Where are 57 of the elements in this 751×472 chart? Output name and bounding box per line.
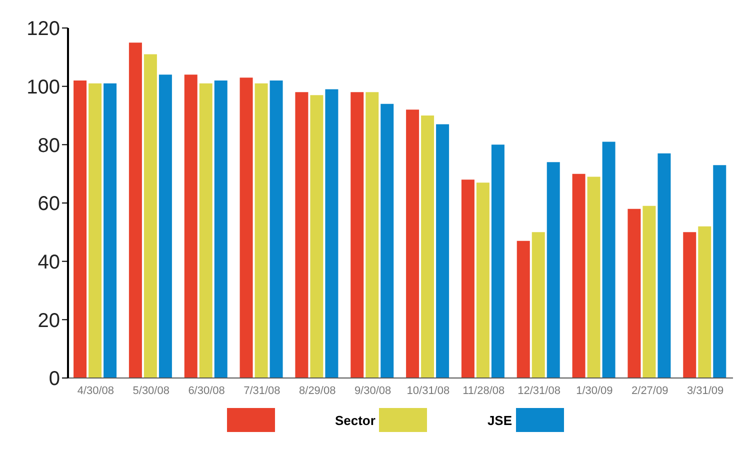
bar [104,83,117,378]
bar [214,80,228,378]
bar [88,83,102,378]
legend-label: Sector [334,412,376,428]
bar [144,54,157,378]
x-tick-label: 11/28/08 [462,384,505,397]
y-tick-label: 60 [38,193,60,216]
bar [184,74,198,378]
bar [421,116,434,378]
bar [380,104,394,378]
bar [128,42,142,378]
x-tick-label: 7/31/08 [244,384,280,397]
bar [642,206,656,378]
bar [587,176,600,378]
x-tick-label: 10/31/08 [406,384,450,397]
bar [310,95,324,378]
x-tick-label: 5/30/08 [132,384,170,397]
bar [254,83,268,378]
bar [658,153,671,378]
bar [476,182,490,378]
y-tick-label: 20 [38,310,60,332]
y-tick-label: 40 [38,251,60,274]
bar [628,208,641,378]
bar [350,92,364,378]
x-tick-label: 12/31/08 [518,384,560,397]
legend-label: JSE [487,412,512,428]
bar [270,80,283,378]
bar [713,165,726,378]
bar [366,92,379,378]
bar [546,162,560,378]
bar [698,226,712,378]
x-tick-label: 6/30/08 [188,384,225,397]
bar [406,110,420,378]
bar [572,174,586,378]
bar [516,240,530,378]
x-tick-label: 4/30/08 [77,384,114,397]
bar [683,232,696,378]
x-tick-label: 3/31/09 [686,384,724,397]
y-tick-label: 120 [26,18,60,40]
bar [491,144,504,378]
bar [532,232,545,378]
y-tick-label: 0 [48,368,60,390]
bar [240,78,253,378]
bar [74,80,87,378]
y-tick-label: 100 [26,76,60,98]
bar [436,124,450,378]
bar [295,92,308,378]
bar [158,74,172,378]
x-tick-label: 8/29/08 [299,384,336,397]
bar [325,89,338,378]
bar [602,142,616,378]
x-tick-label: 2/27/09 [632,384,668,397]
y-tick-label: 80 [38,134,60,157]
bar [461,180,474,378]
x-tick-label: 1/30/09 [576,384,613,397]
bar [199,83,212,378]
x-tick-label: 9/30/08 [354,384,392,397]
